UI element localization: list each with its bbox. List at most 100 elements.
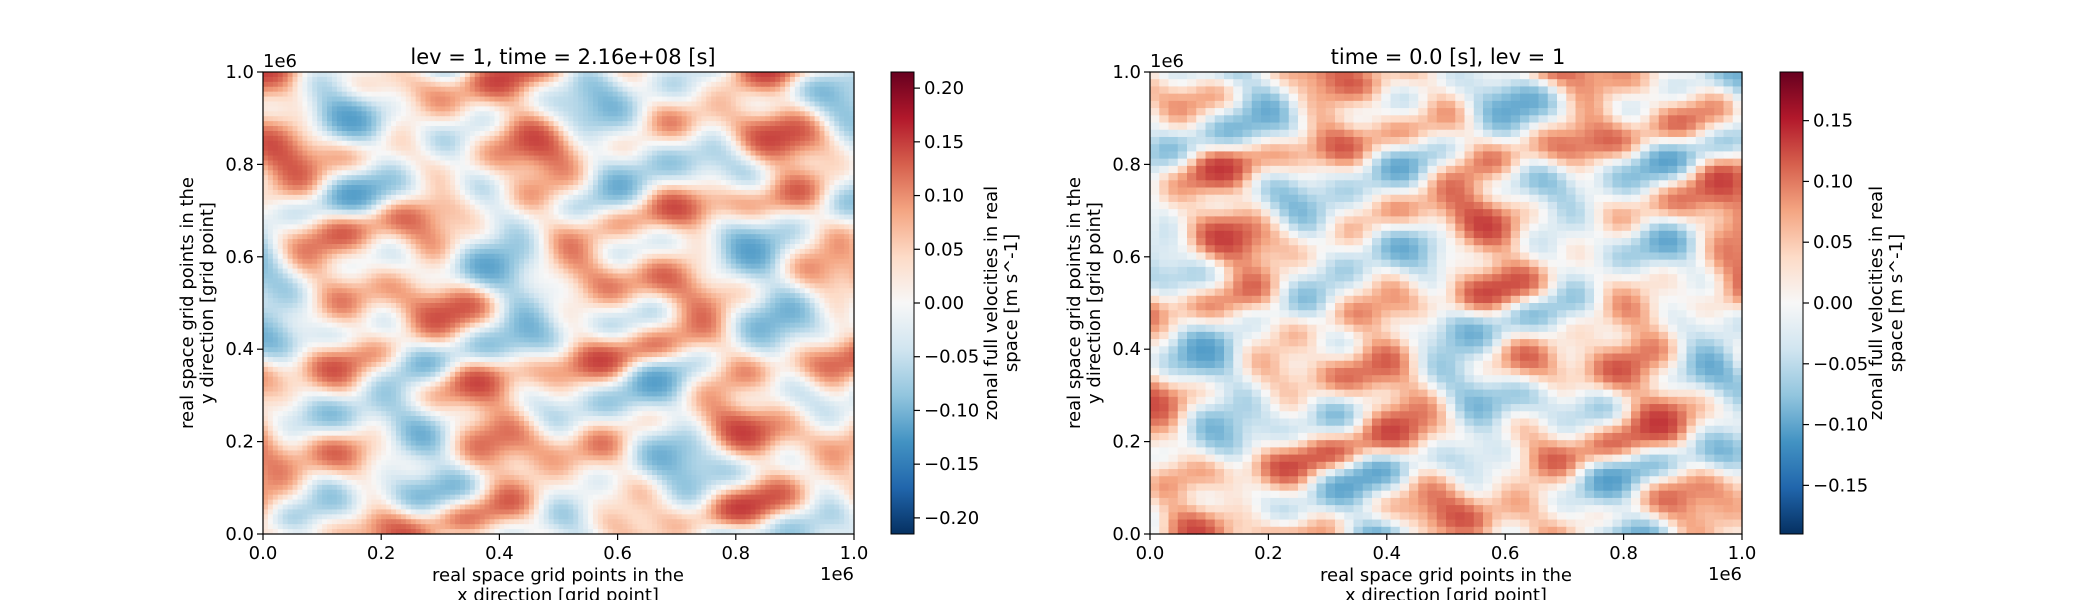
left-heatmap-cell xyxy=(450,170,456,176)
left-heatmap-cell xyxy=(386,121,392,127)
left-heatmap-cell xyxy=(568,97,574,103)
left-heatmap-cell xyxy=(716,185,722,191)
left-heatmap-cell xyxy=(746,254,752,260)
left-heatmap-cell xyxy=(696,190,702,196)
left-heatmap-cell xyxy=(618,175,624,181)
left-heatmap-cell xyxy=(696,180,702,186)
left-heatmap-cell xyxy=(598,141,604,147)
left-heatmap-cell xyxy=(529,185,535,191)
left-heatmap-cell xyxy=(499,82,505,88)
left-heatmap-cell xyxy=(746,146,752,152)
left-heatmap-cell xyxy=(746,101,752,107)
left-heatmap-cell xyxy=(268,97,274,103)
left-heatmap-cell xyxy=(539,190,545,196)
left-heatmap-cell xyxy=(273,156,279,162)
left-heatmap-cell xyxy=(283,269,289,275)
left-heatmap-cell xyxy=(746,87,752,93)
left-heatmap-cell xyxy=(652,151,658,157)
left-heatmap-cell xyxy=(736,234,742,240)
left-heatmap-cell xyxy=(780,136,786,142)
left-heatmap-cell xyxy=(268,205,274,211)
left-heatmap-cell xyxy=(613,234,619,240)
left-heatmap-cell xyxy=(731,190,737,196)
left-heatmap-cell xyxy=(421,175,427,181)
left-heatmap-cell xyxy=(352,210,358,216)
left-heatmap-cell xyxy=(401,249,407,255)
left-heatmap-cell xyxy=(637,205,643,211)
left-heatmap-cell xyxy=(268,146,274,152)
left-heatmap-cell xyxy=(317,244,323,250)
left-heatmap-cell xyxy=(465,224,471,230)
left-heatmap-cell xyxy=(322,234,328,240)
left-heatmap-cell xyxy=(563,195,569,201)
left-heatmap-cell xyxy=(337,106,343,112)
left-heatmap-cell xyxy=(499,121,505,127)
left-heatmap-cell xyxy=(406,195,412,201)
left-heatmap-cell xyxy=(667,200,673,206)
left-heatmap-cell xyxy=(756,190,762,196)
left-heatmap-cell xyxy=(278,111,284,117)
left-heatmap-cell xyxy=(682,185,688,191)
left-heatmap-cell xyxy=(485,254,491,260)
left-heatmap-cell xyxy=(312,249,318,255)
left-heatmap-cell xyxy=(357,195,363,201)
left-heatmap-cell xyxy=(780,254,786,260)
left-heatmap-cell xyxy=(327,195,333,201)
left-heatmap-cell xyxy=(593,224,599,230)
left-heatmap-cell xyxy=(706,254,712,260)
left-heatmap-cell xyxy=(347,136,353,142)
left-heatmap-cell xyxy=(775,175,781,181)
left-heatmap-cell xyxy=(810,126,816,132)
left-heatmap-cell xyxy=(662,175,668,181)
left-heatmap-cell xyxy=(765,136,771,142)
left-heatmap-cell xyxy=(598,92,604,98)
left-heatmap-cell xyxy=(450,160,456,166)
left-heatmap-cell xyxy=(376,151,382,157)
left-heatmap-cell xyxy=(623,146,629,152)
left-heatmap-cell xyxy=(416,156,422,162)
left-heatmap-cell xyxy=(440,126,446,132)
left-heatmap-cell xyxy=(430,151,436,157)
left-heatmap-cell xyxy=(435,151,441,157)
left-heatmap-cell xyxy=(741,97,747,103)
left-heatmap-cell xyxy=(603,126,609,132)
left-heatmap-cell xyxy=(691,106,697,112)
left-heatmap-cell xyxy=(583,72,589,78)
left-heatmap-cell xyxy=(627,87,633,93)
left-heatmap-cell xyxy=(701,234,707,240)
left-heatmap-cell xyxy=(376,259,382,265)
left-heatmap-cell xyxy=(347,274,353,280)
left-heatmap-cell xyxy=(701,87,707,93)
left-heatmap-cell xyxy=(780,131,786,137)
left-heatmap-cell xyxy=(416,244,422,250)
left-heatmap-cell xyxy=(322,97,328,103)
left-heatmap-cell xyxy=(559,131,565,137)
left-heatmap-cell xyxy=(598,190,604,196)
left-heatmap-cell xyxy=(578,116,584,122)
left-heatmap-cell xyxy=(357,224,363,230)
left-heatmap-cell xyxy=(721,219,727,225)
left-heatmap-cell xyxy=(485,224,491,230)
left-heatmap-cell xyxy=(534,77,540,83)
left-heatmap-cell xyxy=(775,195,781,201)
left-heatmap-cell xyxy=(623,264,629,270)
left-heatmap-cell xyxy=(470,210,476,216)
left-heatmap-cell xyxy=(406,146,412,152)
left-heatmap-cell xyxy=(824,210,830,216)
left-heatmap-cell xyxy=(805,254,811,260)
left-heatmap-cell xyxy=(317,195,323,201)
left-heatmap-cell xyxy=(775,200,781,206)
left-heatmap-cell xyxy=(613,160,619,166)
left-heatmap-cell xyxy=(391,244,397,250)
left-heatmap-cell xyxy=(524,259,530,265)
left-heatmap-cell xyxy=(273,269,279,275)
left-heatmap-cell xyxy=(618,229,624,235)
left-heatmap-cell xyxy=(824,259,830,265)
left-heatmap-cell xyxy=(559,160,565,166)
left-heatmap-cell xyxy=(362,77,368,83)
left-heatmap-cell xyxy=(273,274,279,280)
left-heatmap-cell xyxy=(494,205,500,211)
left-heatmap-cell xyxy=(327,224,333,230)
left-heatmap-cell xyxy=(347,205,353,211)
left-heatmap-cell xyxy=(426,274,432,280)
